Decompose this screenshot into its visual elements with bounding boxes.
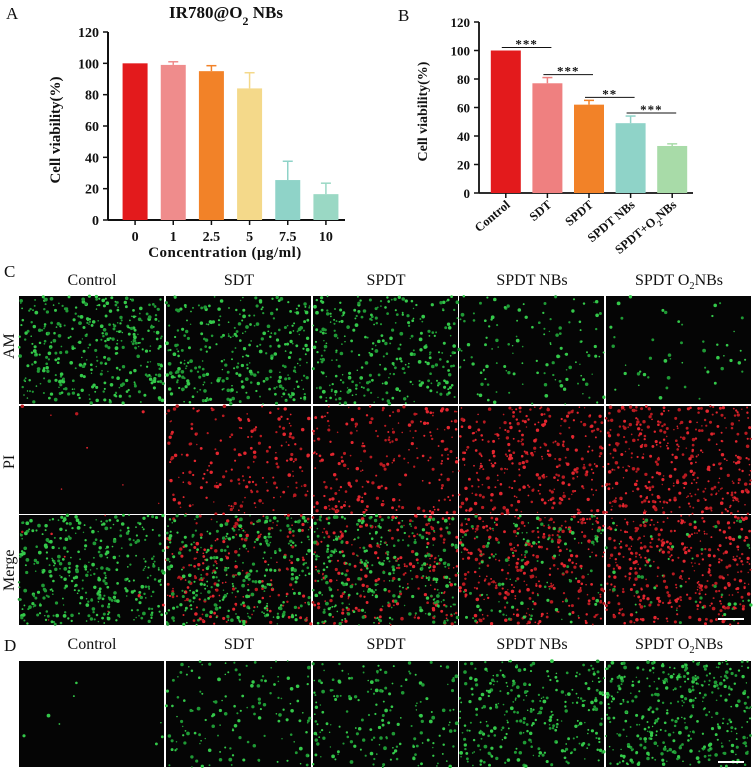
grid-d-column-label: SPDT O2NBs (634, 636, 724, 657)
bar (122, 63, 148, 221)
grid-c-row-label: Merge (1, 549, 18, 592)
grid-c-image (604, 514, 753, 626)
x-tick-label: 0 (132, 230, 139, 245)
y-tick-label: 80 (457, 72, 470, 87)
y-axis-label: Cell viability(%) (48, 76, 64, 183)
grid-c-image (311, 295, 460, 406)
grid-c-image (311, 513, 460, 626)
grid-d-column-label: SPDT (366, 636, 406, 653)
chart-title: IR780@O2 NBs (169, 3, 283, 28)
y-tick-label: 0 (92, 214, 99, 229)
x-tick-label: 10 (319, 230, 333, 245)
grid-c-image (606, 295, 751, 404)
grid-c-image (18, 294, 165, 405)
x-tick-label: SPDT (562, 197, 596, 229)
significance-label: *** (515, 37, 538, 52)
grid-c-image (164, 513, 313, 627)
bar (313, 194, 339, 220)
grid-d-column-label: Control (67, 636, 117, 653)
y-tick-label: 60 (85, 120, 99, 135)
grid-c-image (457, 295, 606, 405)
x-tick-label: Control (472, 197, 513, 235)
grid-c-image (458, 513, 606, 626)
y-tick-label: 120 (451, 15, 471, 30)
grid-d-image (164, 660, 312, 768)
x-tick-label: 5 (246, 230, 253, 245)
y-tick-label: 0 (464, 186, 471, 201)
panel-label-d: D (4, 636, 17, 655)
grid-c-image (165, 404, 311, 516)
grid-c-image (312, 405, 459, 515)
y-tick-label: 40 (457, 129, 470, 144)
grid-d-image (458, 659, 606, 768)
bar (657, 145, 688, 193)
grid-d-image (311, 660, 459, 769)
x-axis-label: Concentration (μg/ml) (148, 245, 302, 260)
grid-c-column-label: Control (67, 272, 117, 289)
bar (237, 88, 263, 221)
grid-c-row-label: AM (1, 332, 18, 359)
grid-c-column-label: SDT (223, 272, 255, 289)
grid-d-image (19, 661, 164, 767)
y-tick-label: 40 (85, 151, 99, 166)
bar (574, 104, 604, 193)
bar (198, 71, 224, 221)
bar (275, 180, 301, 220)
grid-c-column-label: SPDT O2NBs (634, 272, 724, 293)
x-tick-label: 2.5 (203, 230, 221, 245)
x-tick-label: SDT (527, 197, 555, 224)
grid-c-image (19, 404, 164, 514)
grid-d-column-label: SPDT NBs (496, 636, 568, 653)
grid-c-image (458, 406, 606, 516)
grid-c-image (604, 405, 752, 516)
y-tick-label: 20 (85, 183, 99, 198)
bar (615, 123, 646, 193)
y-tick-label: 100 (78, 57, 99, 72)
grid-d-column-label: SDT (223, 636, 255, 653)
x-tick-label: 7.5 (279, 230, 297, 245)
y-tick-label: 80 (85, 89, 99, 104)
significance-label: ** (602, 86, 617, 101)
chart-a: 0 20 40 60 80 100 120 0 1 2.5 5 7.5 10 IR780@O2 NBs Co… (48, 3, 345, 260)
y-tick-label: 100 (451, 44, 471, 59)
bar (160, 64, 186, 221)
grid-c-column-label: SPDT NBs (496, 272, 568, 289)
bar (490, 50, 521, 193)
grid-d-image (604, 660, 752, 768)
y-axis-label: Cell viability(%) (416, 61, 431, 161)
panel-label-c: C (4, 262, 16, 281)
y-tick-label: 20 (457, 158, 470, 173)
grid-c-image (164, 295, 311, 406)
x-tick-label: 1 (170, 230, 177, 245)
grid-c-column-label: SPDT (366, 272, 406, 289)
significance-label: *** (640, 102, 663, 117)
grid-c-image (17, 513, 166, 626)
grid-c-row-label: PI (1, 454, 18, 469)
y-tick-label: 120 (78, 26, 99, 41)
y-tick-label: 60 (457, 101, 470, 116)
bar (532, 83, 563, 193)
significance-label: *** (557, 64, 580, 79)
